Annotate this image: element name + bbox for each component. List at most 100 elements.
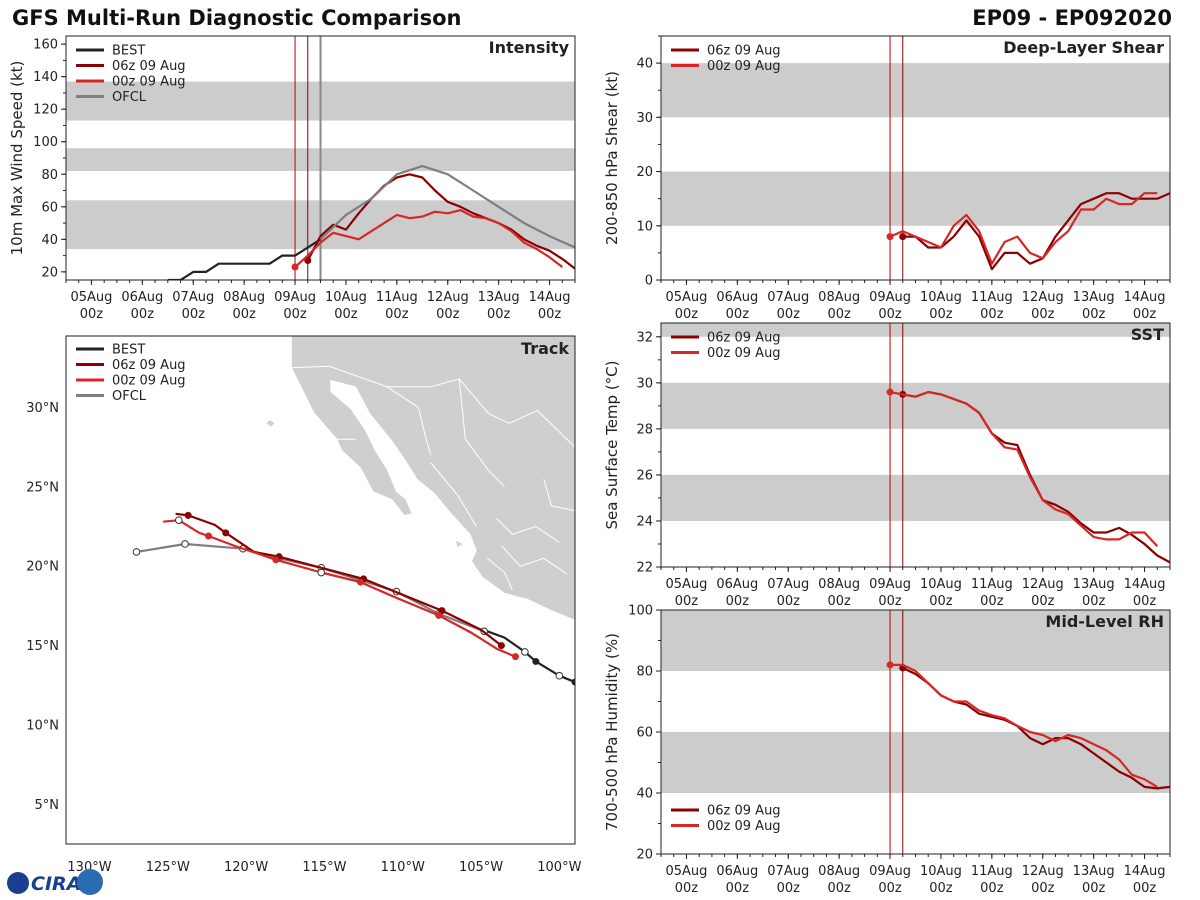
intensity-xtick-day: 08Aug <box>223 290 265 305</box>
sst-xtick-day: 09Aug <box>869 577 911 592</box>
rh-xtick-day: 05Aug <box>665 864 707 879</box>
track-ytick-label: 25°N <box>26 480 59 495</box>
track-line-3 <box>162 519 516 658</box>
rh-legend-label: 06z 09 Aug <box>707 804 781 819</box>
sst-xtick-hour: 00z <box>1133 594 1157 609</box>
rh-ytick-label: 80 <box>636 665 653 680</box>
shear-xtick-hour: 00z <box>1031 307 1055 322</box>
track-point-filled <box>435 611 443 619</box>
sst-xtick-day: 13Aug <box>1073 577 1115 592</box>
track-xtick-label: 120°W <box>224 860 268 875</box>
intensity-xtick-hour: 00z <box>232 307 256 322</box>
shear-xtick-hour: 00z <box>675 307 699 322</box>
rh-xtick-hour: 00z <box>1031 881 1055 896</box>
intensity-plot-area <box>66 36 575 280</box>
track-point-filled <box>205 532 213 540</box>
sst-plot-area <box>661 323 1170 567</box>
track-xtick-label: 100°W <box>537 860 581 875</box>
shear-band <box>661 171 1170 226</box>
track-state-border <box>386 386 432 456</box>
track-point-open <box>521 648 529 656</box>
track-point-filled <box>511 653 519 661</box>
rh-xtick-hour: 00z <box>726 881 750 896</box>
intensity-panel: 20 40 60 80 100 120 140 160 05Aug 00z 06Aug 00z 07Au… <box>8 35 576 322</box>
intensity-xtick-hour: 00z <box>80 307 104 322</box>
rh-ytick-label: 40 <box>636 787 653 802</box>
track-legend-label: 00z 09 Aug <box>112 374 186 389</box>
sst-band <box>661 323 1170 337</box>
rh-xtick-hour: 00z <box>1082 881 1106 896</box>
rh-panel: 20 40 60 80 100 05Aug 00z 06Aug 00z 07Aug 00z 08Aug… <box>603 604 1171 896</box>
sst-xtick-day: 08Aug <box>818 577 860 592</box>
logo-globe-icon <box>7 872 29 894</box>
track-line-2 <box>175 512 503 647</box>
intensity-ytick-label: 160 <box>33 38 58 53</box>
track-legend-label: OFCL <box>112 389 147 404</box>
track-xtick-label: 110°W <box>381 860 425 875</box>
logo-text: CIRA <box>31 873 81 895</box>
shear-series-1-start <box>886 233 894 241</box>
logo-swirl-icon <box>77 869 103 895</box>
intensity-legend-label: OFCL <box>112 90 147 105</box>
intensity-ytick-label: 140 <box>33 70 58 85</box>
track-state-border <box>501 545 568 575</box>
shear-xtick-hour: 00z <box>777 307 801 322</box>
track-panel: 130°W 125°W 120°W 115°W 110°W 105°W 100°W 5°N 10… <box>26 335 582 875</box>
intensity-ytick-label: 80 <box>41 168 58 183</box>
rh-title: Mid-Level RH <box>1045 612 1164 631</box>
intensity-xtick-day: 06Aug <box>121 290 163 305</box>
rh-series-1 <box>890 663 1158 788</box>
track-plot-area <box>132 336 575 686</box>
track-state-border <box>328 365 575 448</box>
rh-xtick-day: 09Aug <box>869 864 911 879</box>
track-land-island <box>266 420 275 427</box>
sst-legend-label: 06z 09 Aug <box>707 331 781 346</box>
figure-title: GFS Multi-Run Diagnostic Comparison <box>12 6 461 30</box>
shear-series-0-start <box>899 233 907 241</box>
shear-series-1 <box>889 192 1158 265</box>
track-title: Track <box>521 339 569 358</box>
rh-xtick-day: 07Aug <box>767 864 809 879</box>
sst-ytick-label: 28 <box>636 422 653 437</box>
shear-xtick-day: 06Aug <box>716 290 758 305</box>
storm-id: EP09 - EP092020 <box>972 6 1172 30</box>
sst-xtick-hour: 00z <box>1082 594 1106 609</box>
sst-ytick-label: 32 <box>636 330 653 345</box>
track-point-filled <box>184 511 192 519</box>
shear-xtick-hour: 00z <box>726 307 750 322</box>
track-legend-label: BEST <box>112 343 145 358</box>
intensity-title: Intensity <box>489 38 570 57</box>
shear-xtick-day: 08Aug <box>818 290 860 305</box>
intensity-series-3 <box>319 165 575 249</box>
intensity-ytick-label: 20 <box>41 265 58 280</box>
sst-series-1 <box>889 391 1159 548</box>
rh-band <box>661 610 1170 671</box>
track-xtick-label: 125°W <box>146 860 190 875</box>
intensity-xtick-day: 07Aug <box>172 290 214 305</box>
sst-xtick-hour: 00z <box>878 594 902 609</box>
track-ytick-label: 20°N <box>26 560 59 575</box>
shear-xtick-day: 13Aug <box>1073 290 1115 305</box>
shear-band <box>661 63 1170 118</box>
shear-xtick-day: 05Aug <box>665 290 707 305</box>
shear-xtick-day: 10Aug <box>920 290 962 305</box>
sst-xtick-day: 14Aug <box>1124 577 1166 592</box>
sst-xtick-day: 06Aug <box>716 577 758 592</box>
track-land-islas-marias <box>456 540 463 548</box>
track-state-border <box>543 478 575 512</box>
track-land-mainland <box>291 336 575 621</box>
rh-xtick-day: 08Aug <box>818 864 860 879</box>
sst-xtick-day: 12Aug <box>1022 577 1064 592</box>
shear-ytick-label: 20 <box>636 165 653 180</box>
sst-title: SST <box>1131 325 1164 344</box>
sst-ytick-label: 30 <box>636 376 653 391</box>
intensity-xtick-day: 09Aug <box>274 290 316 305</box>
shear-ytick-label: 40 <box>636 57 653 72</box>
shear-xtick-hour: 00z <box>878 307 902 322</box>
track-line-1 <box>136 542 485 633</box>
track-xtick-label: 130°W <box>67 860 111 875</box>
track-point-filled <box>222 529 230 537</box>
rh-xtick-day: 14Aug <box>1124 864 1166 879</box>
track-state-border <box>496 518 560 543</box>
